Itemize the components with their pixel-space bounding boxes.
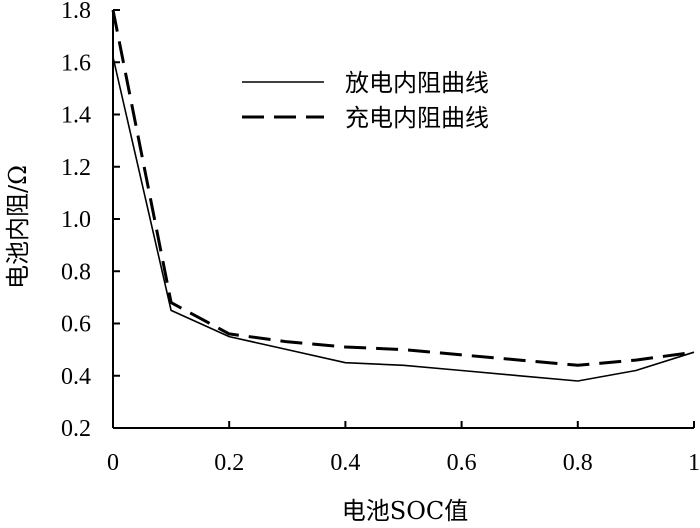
x-tick-label: 1 bbox=[688, 450, 700, 476]
x-tick-label: 0.8 bbox=[563, 450, 593, 476]
y-tick-label: 1.4 bbox=[61, 103, 91, 129]
y-tick-label: 0.2 bbox=[61, 416, 91, 442]
x-tick-label: 0.6 bbox=[447, 450, 477, 476]
y-tick-label: 1.8 bbox=[61, 0, 91, 24]
y-tick-label: 0.4 bbox=[61, 364, 91, 390]
y-tick-label: 0.6 bbox=[61, 312, 91, 338]
x-axis-title: 电池SOC值 bbox=[342, 497, 468, 525]
y-ticks: 0.2 0.4 0.6 0.8 1.0 1.2 1.4 1.6 1.8 bbox=[61, 0, 120, 442]
y-tick-label: 1.6 bbox=[61, 50, 91, 76]
series-lines bbox=[111, 9, 695, 382]
x-tick-label: 0 bbox=[107, 450, 119, 476]
legend-label: 放电内阻曲线 bbox=[345, 69, 489, 97]
x-ticks: 0 0.2 0.4 0.6 0.8 1 bbox=[107, 421, 700, 476]
y-tick-label: 1.2 bbox=[61, 155, 91, 181]
x-tick-label: 0.4 bbox=[330, 450, 360, 476]
y-axis-title: 电池内阻/Ω bbox=[4, 165, 32, 289]
x-tick-label: 0.2 bbox=[214, 450, 244, 476]
legend-label: 充电内阻曲线 bbox=[345, 104, 489, 132]
y-tick-label: 0.8 bbox=[61, 259, 91, 285]
y-tick-label: 1.0 bbox=[61, 207, 91, 233]
discharge-resistance-line bbox=[112, 56, 695, 382]
